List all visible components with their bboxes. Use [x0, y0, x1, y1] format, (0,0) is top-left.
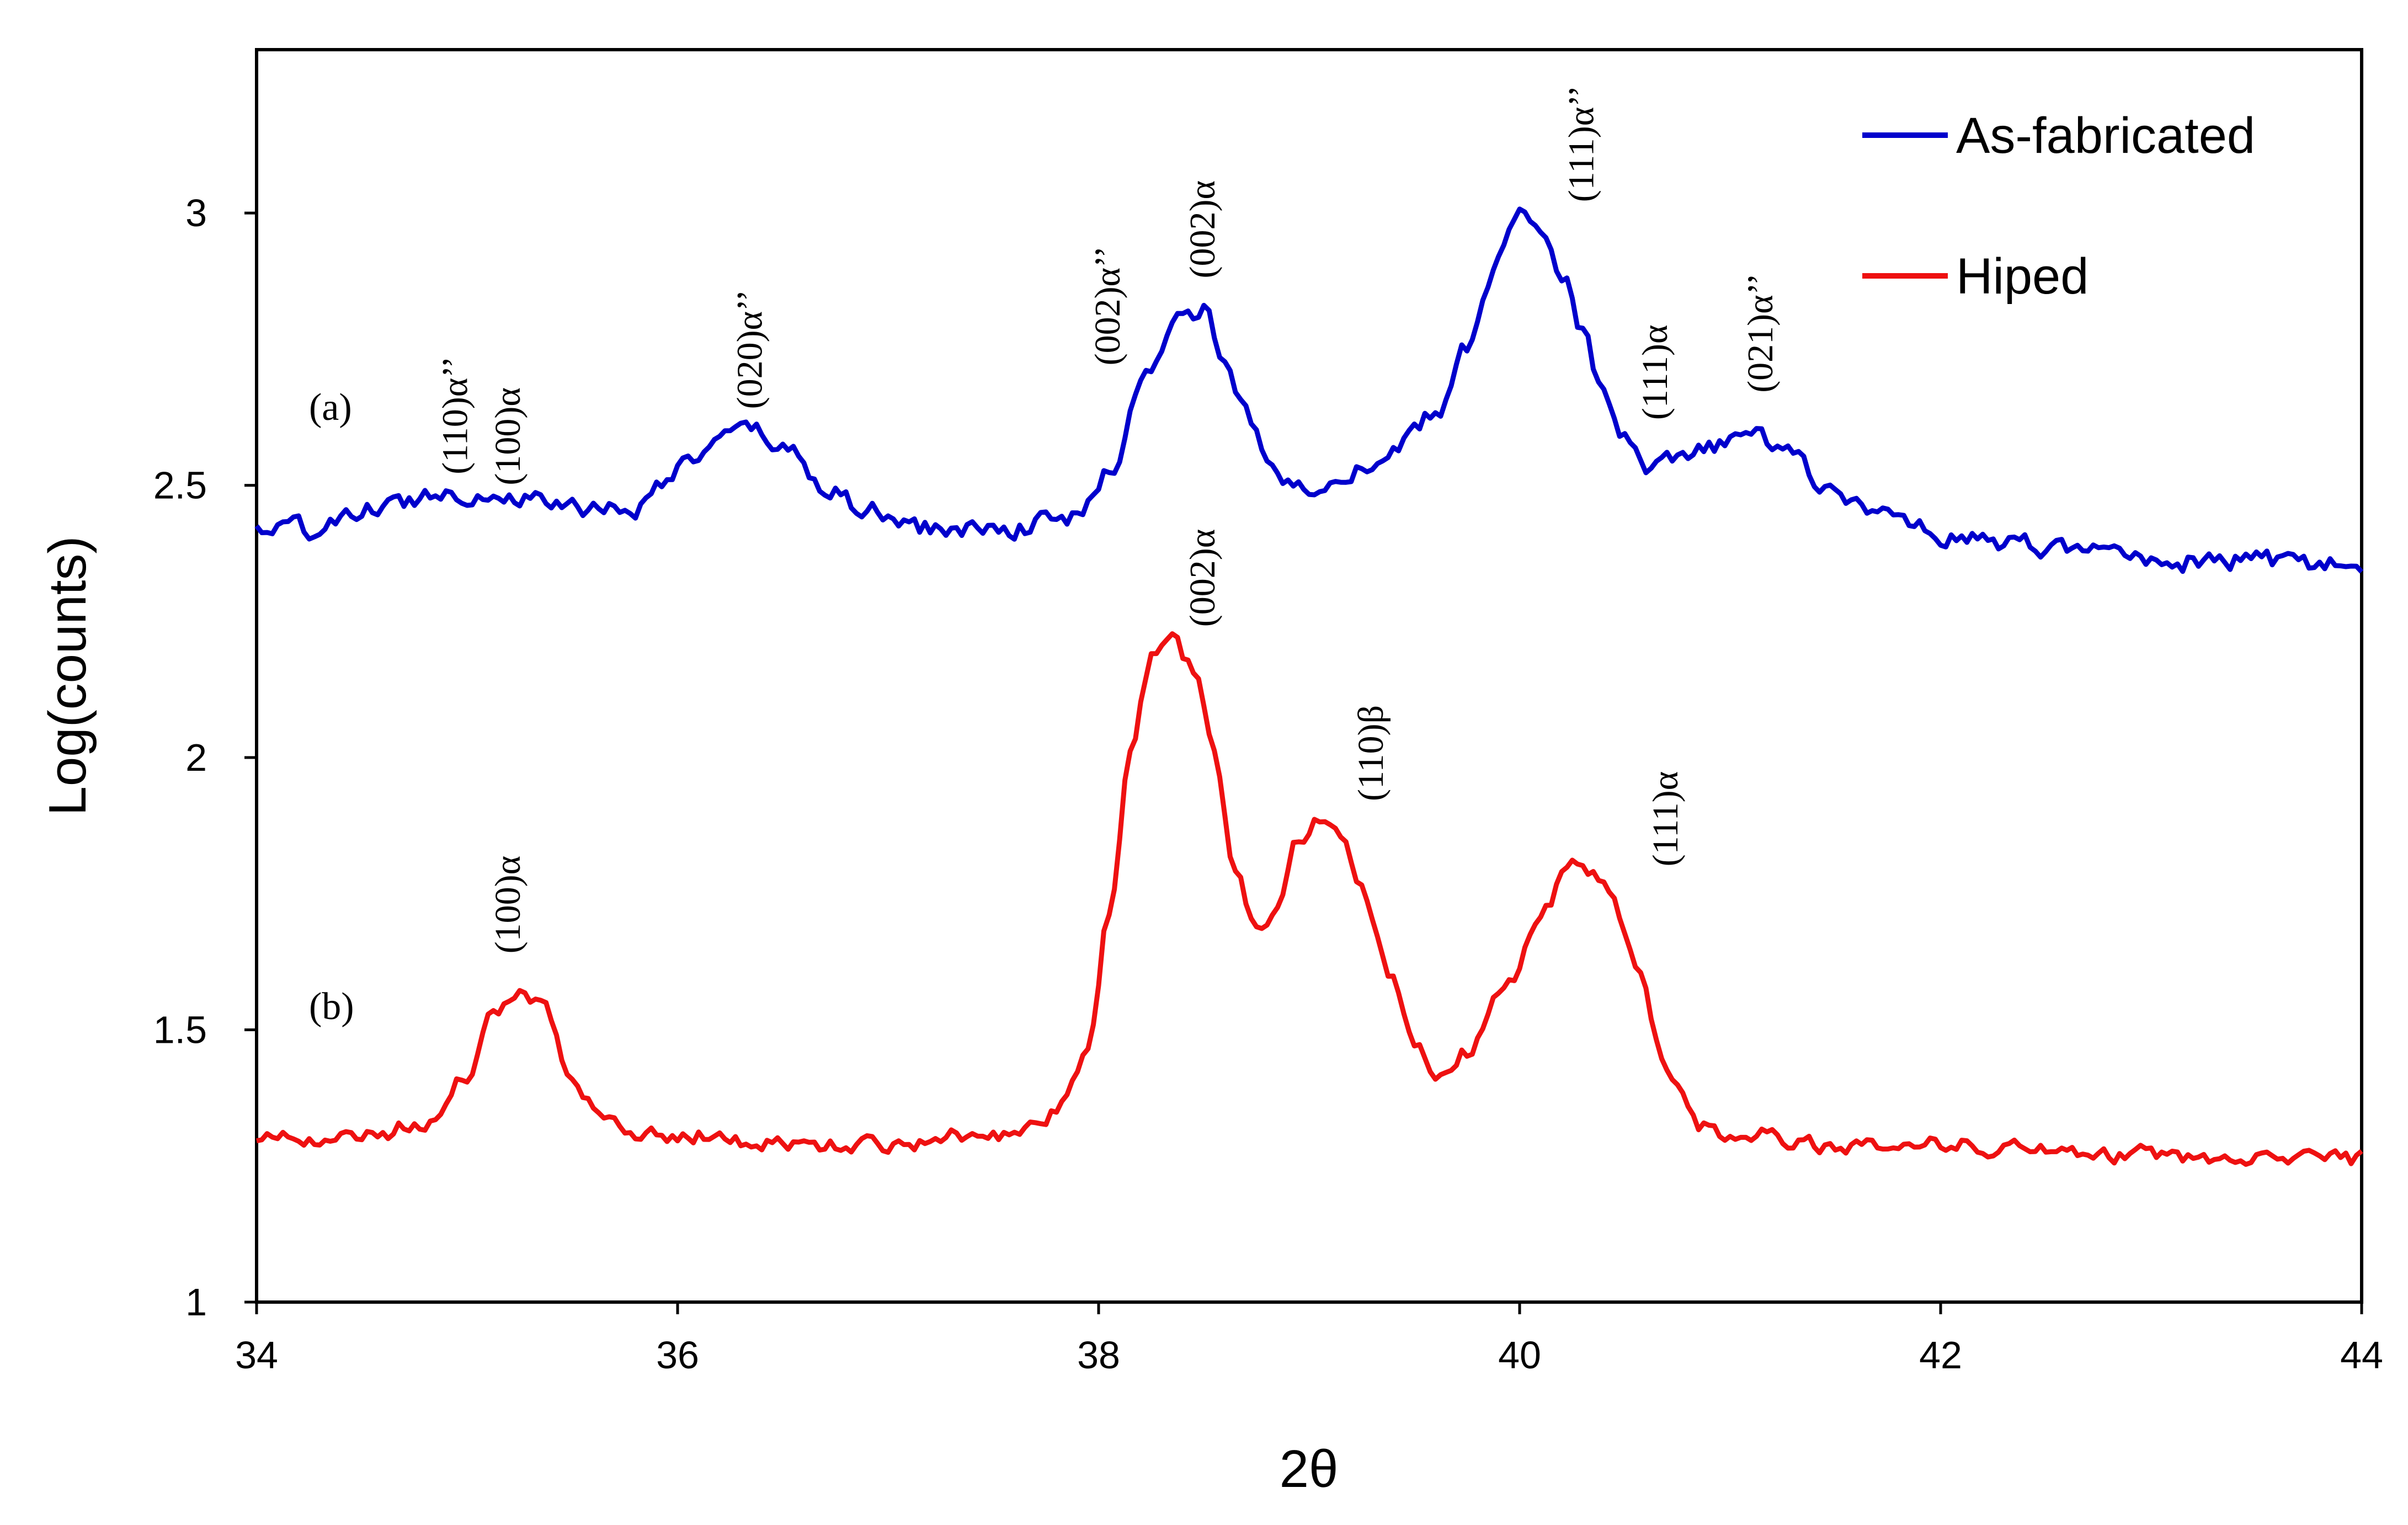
- peak-label: (111)α’’: [1562, 86, 1602, 202]
- peak-label: (100)α: [488, 856, 528, 954]
- x-axis-title: 2θ: [1280, 1439, 1339, 1499]
- series-layer: (a) (b): [254, 206, 2364, 1167]
- axis-ticks: 34 36 38 40 42 44 1 1.5 2 2.5 3: [153, 191, 2383, 1377]
- x-tick-label: 40: [1498, 1334, 1541, 1377]
- peak-label: (111)α: [1645, 771, 1686, 867]
- y-tick-label: 2.5: [153, 464, 207, 507]
- legend: As-fabricated Hiped: [1862, 108, 2255, 305]
- peak-label: (021)α’’: [1740, 273, 1781, 393]
- legend-label: As-fabricated: [1956, 108, 2255, 164]
- peak-label: (111)α: [1635, 324, 1675, 420]
- peak-label: (110)α’’: [435, 356, 476, 474]
- peak-label: (002)α: [1182, 180, 1223, 279]
- peak-label: (002)α’’: [1088, 246, 1128, 366]
- y-tick-label: 3: [185, 191, 207, 234]
- x-tick-label: 38: [1077, 1334, 1120, 1377]
- y-tick-label: 2: [185, 736, 207, 779]
- y-tick-label: 1.5: [153, 1009, 207, 1052]
- y-tick-label: 1: [185, 1281, 207, 1324]
- y-axis-title: Log(counts): [38, 536, 97, 816]
- peak-annotations: (110)α’’ (100)α (020)α’’ (002)α’’ (002)α (111…: [435, 86, 1781, 954]
- curve-label: (b): [309, 985, 354, 1028]
- series-line-hiped: [256, 631, 2363, 1167]
- peak-label: (020)α’’: [730, 290, 770, 409]
- peak-label: (100)α: [488, 387, 528, 486]
- legend-label: Hiped: [1956, 248, 2089, 305]
- peak-label: (110)β: [1351, 705, 1391, 801]
- curve-label: (a): [309, 386, 352, 429]
- x-tick-label: 42: [1919, 1334, 1962, 1377]
- x-tick-label: 36: [656, 1334, 699, 1377]
- series-line-as-fabricated: [254, 206, 2364, 574]
- plot-frame: [255, 48, 2363, 1304]
- x-tick-label: 44: [2340, 1334, 2383, 1377]
- peak-label: (002)α: [1182, 529, 1223, 627]
- x-tick-label: 34: [235, 1334, 278, 1377]
